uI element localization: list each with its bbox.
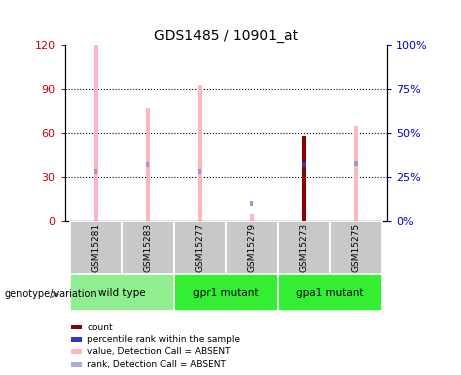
Bar — [302, 162, 306, 167]
Bar — [174, 274, 278, 311]
Text: percentile rank within the sample: percentile rank within the sample — [87, 335, 240, 344]
Bar — [146, 162, 149, 167]
Bar — [354, 126, 358, 221]
Bar — [146, 108, 150, 221]
Text: wild type: wild type — [98, 288, 146, 297]
Text: genotype/variation: genotype/variation — [5, 290, 97, 299]
Text: GSM15275: GSM15275 — [351, 223, 361, 272]
Bar — [198, 170, 201, 174]
Bar — [70, 274, 174, 311]
Bar — [94, 170, 97, 174]
Text: rank, Detection Call = ABSENT: rank, Detection Call = ABSENT — [87, 360, 226, 369]
Bar — [355, 160, 358, 166]
Bar — [278, 221, 330, 274]
Text: GSM15279: GSM15279 — [248, 223, 256, 272]
Text: gpa1 mutant: gpa1 mutant — [296, 288, 364, 297]
Text: value, Detection Call = ABSENT: value, Detection Call = ABSENT — [87, 347, 230, 356]
Text: GSM15277: GSM15277 — [195, 223, 204, 272]
Bar — [71, 324, 82, 330]
Bar — [278, 274, 382, 311]
Text: gpr1 mutant: gpr1 mutant — [193, 288, 259, 297]
Bar — [71, 350, 82, 354]
Title: GDS1485 / 10901_at: GDS1485 / 10901_at — [154, 28, 298, 43]
Bar — [71, 362, 82, 367]
Bar — [198, 85, 202, 221]
Bar — [94, 45, 98, 221]
Bar — [250, 201, 254, 206]
Bar — [330, 221, 382, 274]
Bar — [122, 221, 174, 274]
Bar — [302, 136, 306, 221]
Bar — [174, 221, 226, 274]
Text: GSM15283: GSM15283 — [143, 223, 152, 272]
Bar — [250, 214, 254, 221]
Text: GSM15281: GSM15281 — [91, 223, 100, 272]
Text: count: count — [87, 322, 113, 332]
Text: GSM15273: GSM15273 — [300, 223, 308, 272]
Bar — [226, 221, 278, 274]
Bar — [71, 337, 82, 342]
Bar — [70, 221, 122, 274]
